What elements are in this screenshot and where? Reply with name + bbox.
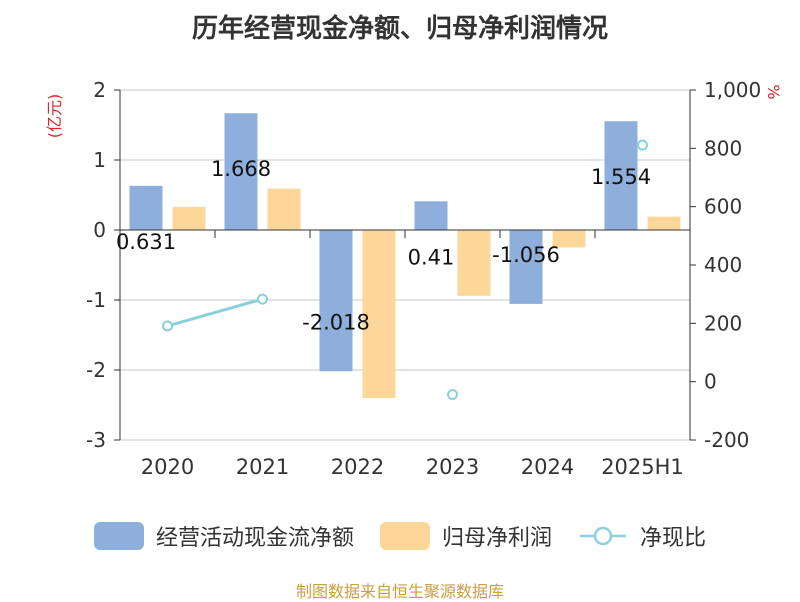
data-source-note: 制图数据来自恒生聚源数据库: [295, 582, 504, 601]
legend-item-profit[interactable]: 归母净利润: [379, 520, 552, 552]
bar-ocf: [414, 201, 448, 230]
legend-label-ratio: 净现比: [640, 526, 707, 551]
ratio-point: [162, 320, 173, 332]
bar-profit: [267, 188, 301, 230]
y-tick-label: -1: [86, 288, 106, 312]
y2-tick-label: 600: [704, 195, 742, 219]
y2-tick-label: -200: [704, 428, 749, 452]
y2-tick-label: 800: [704, 136, 742, 160]
y-tick-label: 2: [93, 78, 106, 102]
bar-ocf-data-label: 1.668: [211, 157, 271, 181]
y2-tick-label: 1,000: [704, 78, 761, 102]
bar-profit: [172, 206, 206, 230]
legend-item-ratio[interactable]: 净现比: [578, 520, 706, 552]
bar-ocf-data-label: -1.056: [492, 243, 560, 267]
bar-profit: [457, 230, 491, 296]
y-tick-label: 0: [93, 218, 106, 242]
y-tick-label: -2: [86, 358, 106, 382]
bar-swatch-icon: [93, 522, 144, 550]
y-tick-label: -3: [86, 428, 106, 452]
y2-axis-unit-label: %: [764, 84, 783, 99]
y2-tick-label: 0: [704, 370, 717, 394]
x-tick-label: 2020: [141, 455, 194, 479]
bar-ocf: [319, 230, 353, 372]
x-tick-label: 2025H1: [601, 455, 684, 479]
ratio-line-segment: [167, 297, 263, 328]
bar-ocf-data-label: -2.018: [302, 310, 370, 334]
legend-item-ocf[interactable]: 经营活动现金流净额: [93, 520, 354, 552]
bar-swatch-icon: [379, 522, 430, 550]
y-axis-unit-label: (亿元): [45, 94, 64, 139]
chart-title: 历年经营现金净额、归母净利润情况: [191, 14, 608, 44]
ratio-point: [257, 293, 268, 305]
line-circle-marker-icon: [580, 526, 626, 546]
bar-ocf: [509, 230, 543, 304]
chart-legend: 经营活动现金流净额 归母净利润 净现比: [0, 518, 800, 554]
bar-ocf-data-label: 1.554: [591, 165, 651, 189]
bar-ocf: [224, 113, 258, 230]
bar-ocf: [604, 121, 638, 230]
chart-canvas: 2 1 0 -1 -2 -3 1,000 800 600 400 200 0 -200 (亿元)% 2020…: [45, 78, 783, 479]
y2-tick-label: 200: [704, 311, 742, 335]
bar-ocf-data-label: 0.41: [408, 245, 455, 269]
y-tick-label: 1: [93, 148, 106, 172]
bar-profit: [552, 230, 586, 248]
bar-ocf-data-label: 0.631: [116, 230, 176, 254]
ratio-point: [447, 389, 458, 400]
x-tick-label: 2023: [426, 455, 479, 479]
x-tick-label: 2021: [236, 455, 289, 479]
legend-label-ocf: 经营活动现金流净额: [155, 526, 354, 551]
bar-ocf: [129, 185, 163, 230]
legend-label-profit: 归母净利润: [441, 526, 552, 551]
x-tick-label: 2022: [331, 455, 384, 479]
ratio-point: [637, 139, 648, 151]
bar-profit: [647, 216, 681, 230]
bar-profit: [362, 230, 396, 398]
y2-tick-label: 400: [704, 253, 742, 277]
x-tick-label: 2024: [521, 455, 574, 479]
